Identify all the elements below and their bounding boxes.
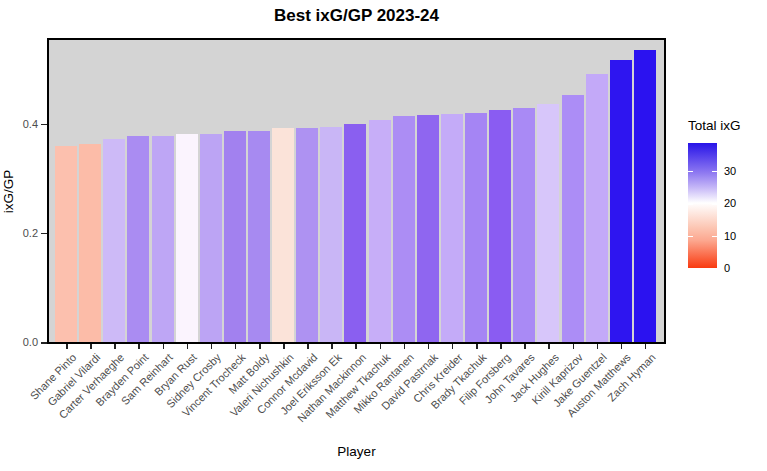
bar [393, 116, 415, 342]
x-tick-mark [90, 344, 92, 349]
bar [127, 136, 149, 342]
bar [103, 139, 125, 342]
x-tick-mark [138, 344, 140, 349]
bar [152, 136, 174, 342]
bar [272, 128, 294, 342]
x-tick-mark [573, 344, 575, 349]
x-tick-mark [476, 344, 478, 349]
x-tick-mark [66, 344, 68, 349]
legend-tick-label: 0 [724, 262, 730, 274]
x-tick-mark [500, 344, 502, 349]
y-tick-mark [41, 342, 47, 344]
y-tick-mark [41, 233, 47, 235]
y-tick-mark [41, 124, 47, 126]
chart-title: Best ixG/GP 2023-24 [47, 6, 666, 26]
legend-tick-label: 20 [724, 197, 736, 209]
x-tick-mark [524, 344, 526, 349]
legend-tick-label: 30 [724, 165, 736, 177]
legend-tick-mark [712, 236, 717, 238]
bar [369, 120, 391, 342]
legend: Total ixG 30 20 10 0 [682, 110, 767, 280]
x-tick-mark [428, 344, 430, 349]
bar [562, 95, 584, 342]
x-axis-title: Player [47, 444, 666, 459]
legend-tick-mark [688, 203, 693, 205]
x-tick-mark [114, 344, 116, 349]
x-tick-mark [645, 344, 647, 349]
bar [320, 127, 342, 342]
legend-tick-label: 10 [724, 230, 736, 242]
x-tick-mark [404, 344, 406, 349]
x-tick-mark [380, 344, 382, 349]
x-tick-mark [597, 344, 599, 349]
legend-tick-mark [688, 236, 693, 238]
x-tick-mark [331, 344, 333, 349]
bar [224, 131, 246, 342]
bar [513, 108, 535, 342]
bar [296, 128, 318, 342]
legend-title: Total ixG [688, 118, 741, 133]
bar [537, 104, 559, 342]
bar [417, 115, 439, 342]
bar [465, 113, 487, 342]
bar [79, 144, 101, 342]
x-tick-mark [283, 344, 285, 349]
legend-tick-mark [712, 203, 717, 205]
bar [344, 124, 366, 342]
x-tick-mark [548, 344, 550, 349]
legend-gradient-bar [688, 143, 717, 268]
x-tick-mark [235, 344, 237, 349]
y-axis-title: ixG/GP [1, 152, 16, 232]
x-tick-mark [211, 344, 213, 349]
x-tick-mark [187, 344, 189, 349]
y-tick-label: 0.0 [0, 336, 38, 348]
bar [610, 60, 632, 342]
bar [441, 114, 463, 342]
y-tick-label: 0.4 [0, 118, 38, 130]
bar [586, 74, 608, 342]
bar [248, 131, 270, 342]
bar [489, 110, 511, 342]
legend-tick-mark [688, 171, 693, 173]
x-tick-mark [355, 344, 357, 349]
x-tick-mark [163, 344, 165, 349]
x-tick-mark [452, 344, 454, 349]
chart-panel [47, 38, 666, 344]
bar [200, 134, 222, 342]
chart-figure: Best ixG/GP 2023-24 0.00.20.4 Shane Pint… [0, 0, 767, 471]
x-tick-mark [259, 344, 261, 349]
x-tick-mark [621, 344, 623, 349]
legend-tick-mark [712, 171, 717, 173]
bar [634, 50, 656, 342]
bar [55, 146, 77, 342]
x-tick-mark [307, 344, 309, 349]
bar [176, 134, 198, 342]
